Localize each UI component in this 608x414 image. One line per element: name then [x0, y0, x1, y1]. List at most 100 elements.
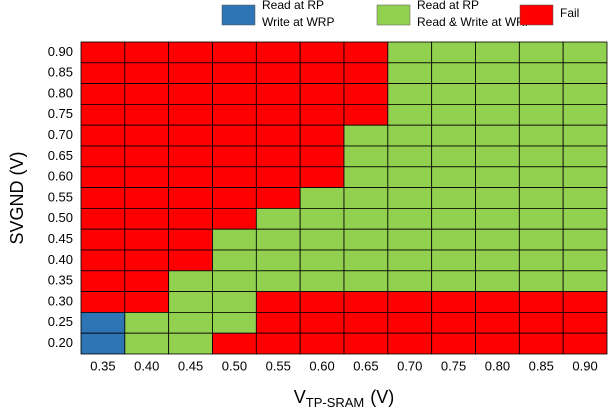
y-tick-label: 0.55 — [48, 189, 73, 204]
cell — [343, 145, 389, 168]
cell — [80, 104, 126, 126]
cell — [475, 311, 520, 334]
cell — [431, 207, 476, 230]
cell — [562, 207, 608, 230]
y-tick-label: 0.45 — [48, 231, 73, 246]
cell — [431, 332, 476, 355]
cell — [80, 291, 126, 313]
cell — [80, 332, 126, 355]
cell — [387, 311, 433, 334]
cell — [80, 187, 126, 209]
cell — [255, 62, 301, 84]
cell — [562, 62, 608, 84]
y-tick-label: 0.30 — [48, 293, 73, 308]
y-tick-label: 0.65 — [48, 148, 73, 163]
x-tick-label: 0.65 — [353, 358, 378, 373]
cell — [212, 249, 257, 272]
cell — [431, 41, 476, 64]
cell — [475, 332, 520, 355]
cell — [212, 104, 257, 126]
cell — [387, 228, 433, 251]
cell — [518, 41, 564, 64]
cell — [387, 249, 433, 272]
cell — [255, 228, 301, 251]
cell — [124, 41, 170, 64]
cell — [431, 145, 476, 168]
cell — [387, 270, 433, 292]
x-tick-label: 0.55 — [266, 358, 291, 373]
cell — [299, 249, 345, 272]
cell — [431, 311, 476, 334]
y-tick-label: 0.60 — [48, 169, 73, 184]
x-tick-label: 0.35 — [90, 358, 115, 373]
cell — [299, 166, 345, 189]
cell — [343, 228, 389, 251]
cell — [387, 62, 433, 84]
cell — [475, 166, 520, 189]
cell — [343, 83, 389, 105]
y-tick-label: 0.75 — [48, 106, 73, 121]
cell — [124, 145, 170, 168]
cell — [124, 166, 170, 189]
x-title-main: V — [294, 387, 306, 407]
cell — [168, 207, 213, 230]
x-tick-label: 0.80 — [485, 358, 510, 373]
cell — [387, 187, 433, 209]
x-tick-label: 0.50 — [222, 358, 247, 373]
cell — [562, 104, 608, 126]
y-tick-label: 0.85 — [48, 65, 73, 80]
cell — [299, 145, 345, 168]
cell — [343, 291, 389, 313]
cell — [299, 83, 345, 105]
cell — [343, 332, 389, 355]
cell — [168, 145, 213, 168]
cell — [562, 332, 608, 355]
cell — [168, 311, 213, 334]
cell — [299, 207, 345, 230]
cell — [475, 145, 520, 168]
cell — [124, 228, 170, 251]
cell — [168, 41, 213, 64]
cell — [343, 270, 389, 292]
cell — [518, 104, 564, 126]
cell — [562, 124, 608, 147]
cell — [212, 41, 257, 64]
legend-label: Read at RP — [262, 0, 324, 12]
x-tick-label: 0.60 — [309, 358, 334, 373]
cell — [475, 41, 520, 64]
cell — [387, 207, 433, 230]
cell — [255, 207, 301, 230]
legend-label: Write at WRP — [262, 15, 334, 29]
cell — [124, 83, 170, 105]
cell — [212, 270, 257, 292]
cell — [343, 41, 389, 64]
cell — [518, 270, 564, 292]
cell — [255, 291, 301, 313]
legend-swatch — [519, 4, 554, 26]
cell — [475, 62, 520, 84]
cell — [431, 291, 476, 313]
cell — [518, 124, 564, 147]
x-tick-label: 0.45 — [178, 358, 203, 373]
cell — [475, 207, 520, 230]
cell — [124, 187, 170, 209]
cell — [124, 104, 170, 126]
cell — [255, 41, 301, 64]
cell — [475, 124, 520, 147]
cell — [431, 228, 476, 251]
cell — [80, 311, 126, 334]
y-tick-label: 0.25 — [48, 314, 73, 329]
cell — [562, 83, 608, 105]
cell — [80, 83, 126, 105]
cell — [518, 249, 564, 272]
cell — [518, 166, 564, 189]
cell — [124, 124, 170, 147]
cell — [212, 187, 257, 209]
cell — [255, 124, 301, 147]
legend-swatch — [376, 4, 411, 26]
cell — [518, 332, 564, 355]
cell — [212, 83, 257, 105]
cell — [299, 62, 345, 84]
cell — [80, 249, 126, 272]
cell — [168, 332, 213, 355]
